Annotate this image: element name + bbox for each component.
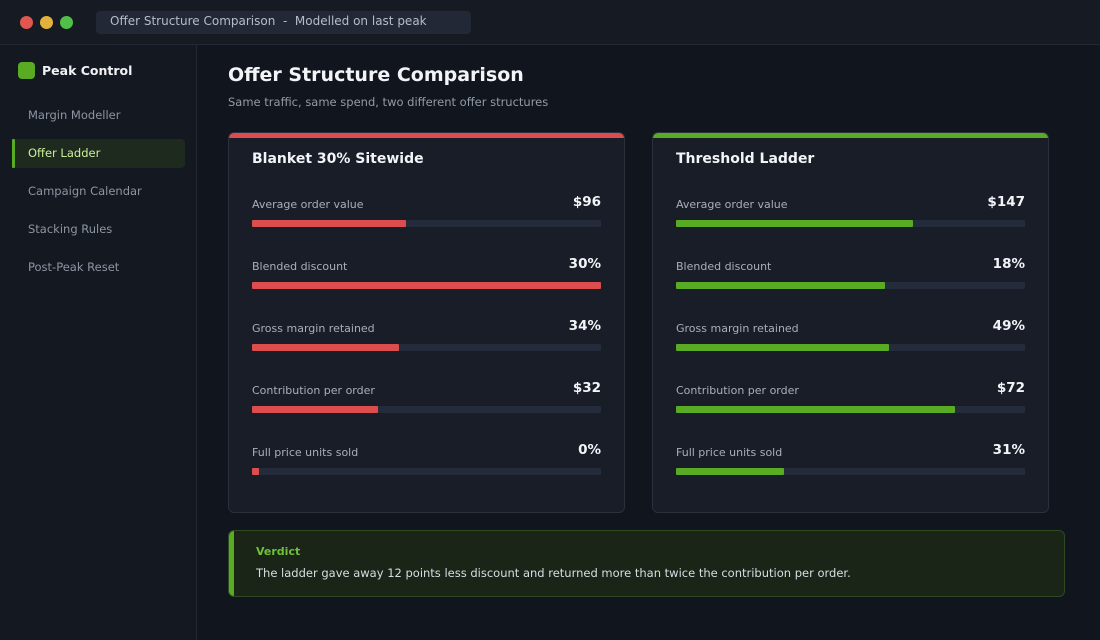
metric-value: 0% bbox=[578, 442, 601, 458]
brand-name: Peak Control bbox=[42, 63, 133, 78]
sidebar-nav: Margin Modeller Offer Ladder Campaign Ca… bbox=[12, 101, 185, 291]
sidebar-item-campaign-calendar[interactable]: Campaign Calendar bbox=[28, 184, 142, 198]
card-accent-bar bbox=[229, 133, 624, 138]
metric-label: Contribution per order bbox=[252, 384, 375, 397]
metric-label: Full price units sold bbox=[252, 446, 359, 459]
metric-gross-margin-retained: Gross margin retained 49% bbox=[676, 314, 1025, 354]
metric-bar-track bbox=[252, 220, 601, 227]
verdict-accent-bar bbox=[229, 531, 234, 596]
sidebar-item-post-peak-reset[interactable]: Post-Peak Reset bbox=[28, 260, 120, 274]
address-bar[interactable]: Offer Structure Comparison - Modelled on… bbox=[96, 11, 471, 34]
metric-bar-track bbox=[676, 344, 1025, 351]
metric-bar-track bbox=[252, 282, 601, 289]
metric-value: 34% bbox=[568, 318, 601, 334]
metric-gross-margin-retained: Gross margin retained 34% bbox=[252, 314, 601, 354]
title-bar: Offer Structure Comparison - Modelled on… bbox=[0, 0, 1100, 45]
metric-bar-track bbox=[252, 468, 601, 475]
verdict-callout: Verdict The ladder gave away 12 points l… bbox=[228, 530, 1065, 597]
sidebar-item-stacking-rules[interactable]: Stacking Rules bbox=[28, 222, 113, 236]
sidebar-item-offer-ladder[interactable]: Offer Ladder bbox=[12, 139, 185, 168]
metric-label: Average order value bbox=[676, 198, 788, 211]
metric-bar-track bbox=[252, 344, 601, 351]
metric-bar-fill bbox=[252, 406, 378, 413]
metric-label: Gross margin retained bbox=[676, 322, 799, 335]
metric-value: $72 bbox=[996, 380, 1025, 396]
metric-blended-discount: Blended discount 18% bbox=[676, 252, 1025, 292]
metric-label: Full price units sold bbox=[676, 446, 783, 459]
metric-bar-track bbox=[676, 406, 1025, 413]
metric-label: Blended discount bbox=[252, 260, 348, 273]
metric-bar-fill bbox=[676, 220, 914, 227]
metric-bar-track bbox=[676, 468, 1025, 475]
card-accent-bar bbox=[653, 133, 1048, 138]
metric-label: Average order value bbox=[252, 198, 364, 211]
page-title: Offer Structure Comparison bbox=[228, 64, 524, 86]
metric-bar-fill bbox=[252, 220, 406, 227]
metric-bar-track bbox=[252, 406, 601, 413]
metric-average-order-value: Average order value $96 bbox=[252, 190, 601, 230]
card-title: Blanket 30% Sitewide bbox=[252, 151, 424, 167]
metric-label: Blended discount bbox=[676, 260, 772, 273]
metric-value: $147 bbox=[987, 194, 1025, 210]
sidebar-item-margin-modeller[interactable]: Margin Modeller bbox=[28, 108, 121, 122]
metric-full-price-units-sold: Full price units sold 31% bbox=[676, 438, 1025, 478]
close-window-button[interactable] bbox=[20, 16, 33, 29]
sidebar: Peak Control Margin Modeller Offer Ladde… bbox=[0, 45, 197, 640]
metric-contribution-per-order: Contribution per order $32 bbox=[252, 376, 601, 416]
metric-bar-fill bbox=[676, 344, 889, 351]
verdict-text: The ladder gave away 12 points less disc… bbox=[256, 566, 851, 580]
metric-contribution-per-order: Contribution per order $72 bbox=[676, 376, 1025, 416]
metric-full-price-units-sold: Full price units sold 0% bbox=[252, 438, 601, 478]
metric-value: 30% bbox=[568, 256, 601, 272]
metric-value: 49% bbox=[992, 318, 1025, 334]
verdict-label: Verdict bbox=[256, 545, 301, 558]
metric-bar-fill bbox=[252, 344, 399, 351]
maximize-window-button[interactable] bbox=[60, 16, 73, 29]
metric-bar-fill bbox=[676, 468, 785, 475]
offer-card-blanket: Blanket 30% Sitewide Average order value… bbox=[228, 132, 625, 513]
metric-bar-fill bbox=[252, 282, 601, 289]
metric-bar-fill bbox=[676, 282, 886, 289]
card-title: Threshold Ladder bbox=[676, 151, 815, 167]
metric-label: Gross margin retained bbox=[252, 322, 375, 335]
metric-bar-fill bbox=[252, 468, 259, 475]
brand-logo-icon bbox=[18, 62, 35, 79]
metric-label: Contribution per order bbox=[676, 384, 799, 397]
brand: Peak Control bbox=[18, 62, 132, 79]
offer-card-threshold-ladder: Threshold Ladder Average order value $14… bbox=[652, 132, 1049, 513]
metric-value: $32 bbox=[572, 380, 601, 396]
metric-bar-track bbox=[676, 282, 1025, 289]
metric-blended-discount: Blended discount 30% bbox=[252, 252, 601, 292]
page-subtitle: Same traffic, same spend, two different … bbox=[228, 95, 549, 109]
metric-value: 18% bbox=[992, 256, 1025, 272]
metric-average-order-value: Average order value $147 bbox=[676, 190, 1025, 230]
metric-value: 31% bbox=[992, 442, 1025, 458]
minimize-window-button[interactable] bbox=[40, 16, 53, 29]
metric-bar-fill bbox=[676, 406, 956, 413]
metric-bar-track bbox=[676, 220, 1025, 227]
metric-value: $96 bbox=[572, 194, 601, 210]
